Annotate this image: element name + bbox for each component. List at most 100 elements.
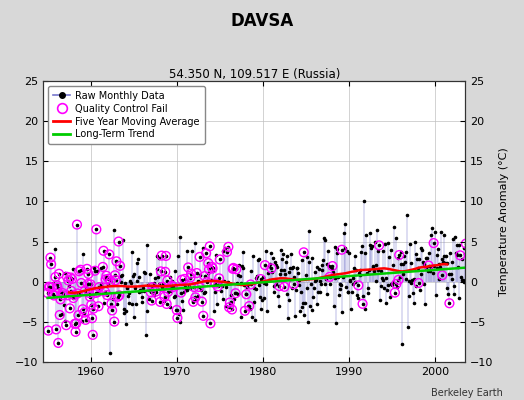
- Point: [376, 297, 384, 304]
- Point: [152, 253, 161, 260]
- Point: [304, 228, 313, 234]
- Point: [131, 285, 139, 291]
- Point: [328, 263, 336, 269]
- Point: [331, 275, 340, 282]
- Point: [104, 276, 113, 282]
- Point: [452, 249, 460, 256]
- Point: [432, 292, 440, 298]
- Point: [66, 305, 74, 312]
- Point: [150, 280, 159, 286]
- Point: [276, 271, 284, 278]
- Point: [85, 290, 93, 296]
- Point: [269, 283, 278, 290]
- Point: [215, 256, 224, 263]
- Point: [116, 279, 125, 286]
- Point: [329, 269, 337, 276]
- Point: [78, 318, 86, 324]
- Point: [373, 227, 381, 234]
- Point: [205, 266, 213, 272]
- Point: [186, 274, 194, 281]
- Point: [244, 303, 252, 309]
- Point: [219, 248, 227, 254]
- Point: [96, 265, 105, 272]
- Point: [235, 262, 243, 268]
- Point: [423, 254, 431, 261]
- Point: [89, 306, 97, 312]
- Point: [143, 308, 151, 314]
- Point: [160, 298, 168, 304]
- Point: [89, 332, 97, 338]
- Point: [327, 264, 335, 270]
- Point: [455, 295, 464, 302]
- Point: [380, 241, 389, 247]
- Point: [63, 274, 71, 280]
- Point: [148, 284, 157, 290]
- Point: [288, 264, 297, 271]
- Point: [242, 291, 250, 298]
- Point: [320, 235, 328, 241]
- Point: [71, 329, 80, 335]
- Point: [59, 292, 68, 298]
- Point: [102, 276, 110, 282]
- Point: [53, 284, 62, 291]
- Point: [83, 266, 91, 272]
- Point: [459, 277, 467, 283]
- Point: [458, 256, 466, 262]
- Point: [187, 270, 195, 277]
- Point: [184, 264, 192, 271]
- Point: [69, 266, 77, 272]
- Point: [86, 281, 95, 288]
- Point: [99, 264, 107, 270]
- Point: [339, 274, 347, 280]
- Point: [242, 291, 250, 298]
- Point: [103, 292, 111, 298]
- Point: [302, 254, 311, 260]
- Point: [137, 288, 145, 294]
- Point: [442, 285, 451, 291]
- Point: [431, 228, 439, 235]
- Point: [162, 253, 170, 259]
- Point: [173, 315, 182, 321]
- Point: [180, 288, 188, 295]
- Point: [206, 320, 215, 327]
- Point: [354, 282, 363, 288]
- Point: [407, 280, 416, 286]
- Point: [254, 282, 263, 288]
- Point: [79, 251, 88, 257]
- Point: [391, 290, 399, 296]
- Point: [336, 286, 345, 292]
- Point: [202, 250, 210, 256]
- Point: [216, 280, 225, 286]
- Point: [265, 263, 274, 269]
- Point: [399, 260, 408, 267]
- Point: [71, 320, 79, 327]
- Point: [94, 289, 102, 295]
- Point: [243, 284, 251, 290]
- Point: [352, 267, 361, 273]
- Point: [464, 216, 472, 223]
- Point: [171, 293, 180, 299]
- Point: [90, 264, 99, 271]
- Point: [387, 281, 396, 287]
- Point: [318, 267, 326, 273]
- Point: [312, 264, 321, 270]
- Point: [344, 288, 353, 295]
- Point: [395, 252, 403, 258]
- Point: [158, 284, 167, 290]
- Point: [190, 284, 198, 290]
- Point: [225, 304, 233, 310]
- Point: [280, 284, 289, 290]
- Point: [208, 264, 216, 270]
- Point: [309, 294, 317, 300]
- Point: [324, 248, 332, 254]
- Point: [348, 281, 357, 287]
- Point: [45, 284, 53, 290]
- Point: [445, 300, 454, 306]
- Point: [80, 310, 89, 316]
- Point: [254, 257, 262, 263]
- Point: [190, 284, 198, 290]
- Point: [88, 315, 96, 322]
- Point: [58, 311, 66, 317]
- Point: [245, 303, 254, 309]
- Point: [422, 265, 431, 271]
